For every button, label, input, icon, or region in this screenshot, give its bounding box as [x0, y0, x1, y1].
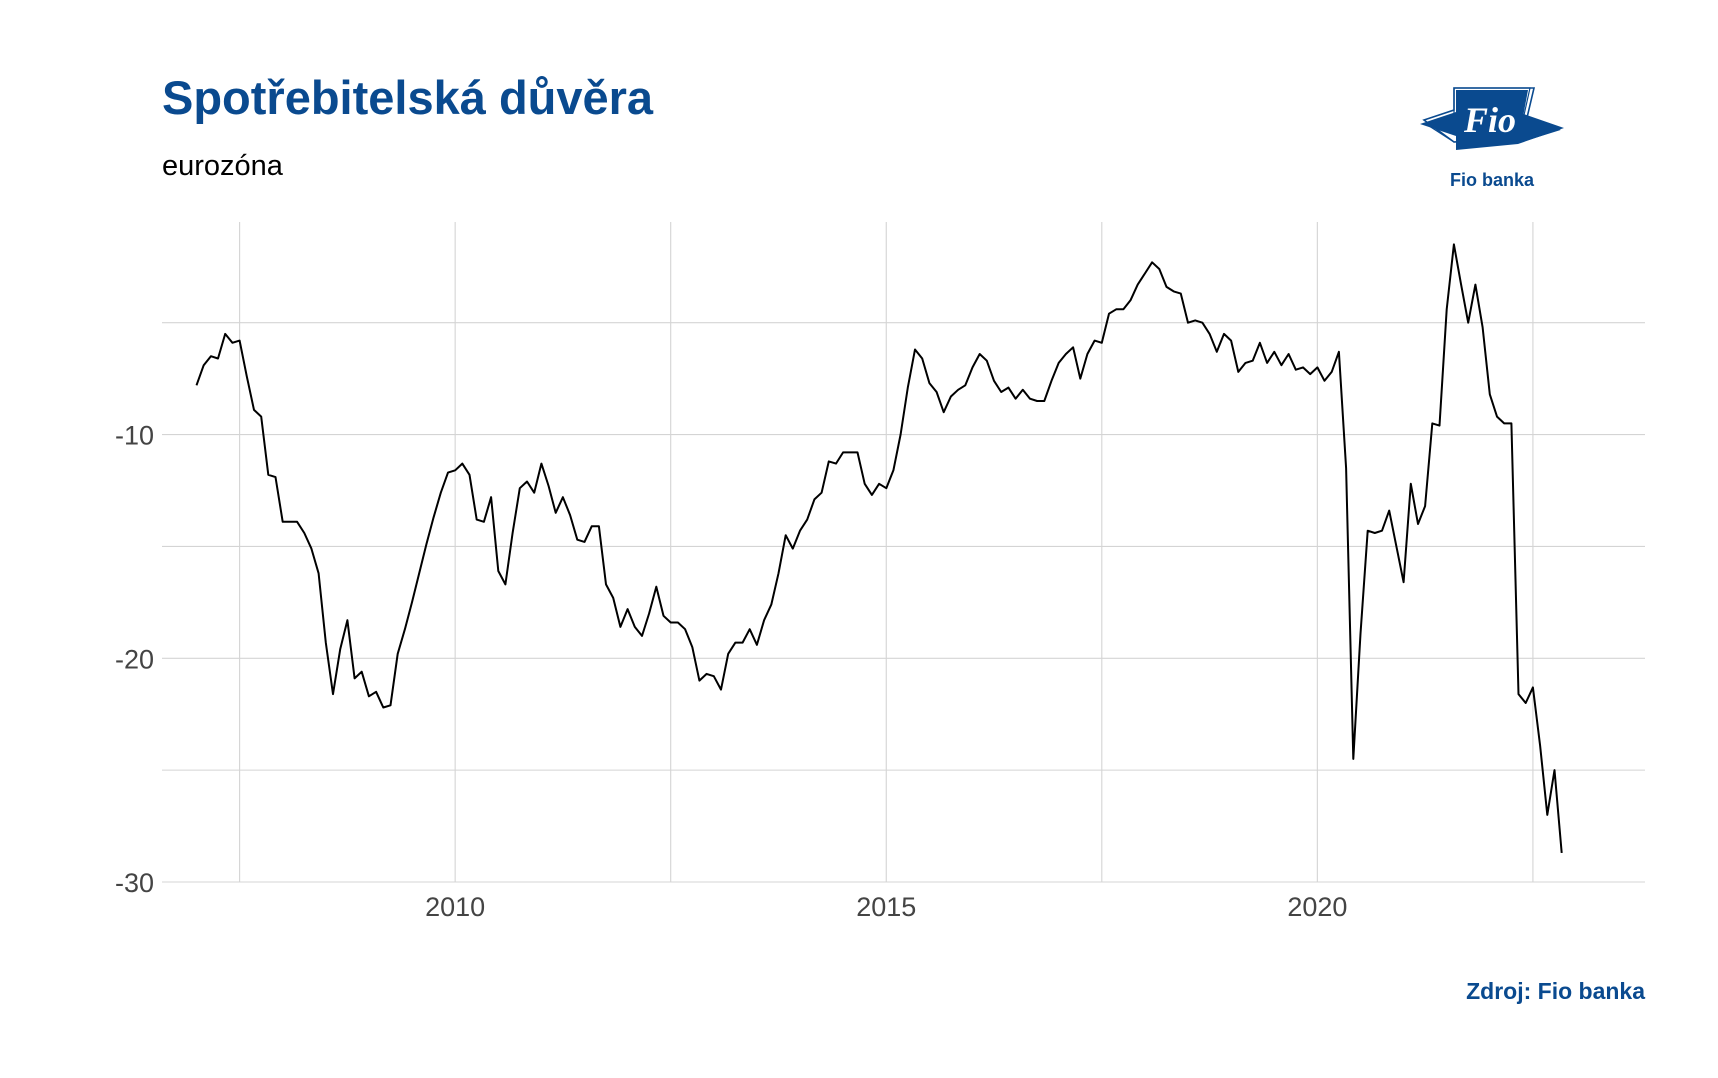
y-tick-label: -10: [115, 421, 154, 451]
logo-mark-text: Fio: [1463, 100, 1516, 140]
chart-subtitle: eurozóna: [162, 150, 283, 182]
fio-logo-icon: Fio: [1420, 87, 1564, 150]
source-note: Zdroj: Fio banka: [1466, 978, 1645, 1004]
series-line-0: [195, 243, 1563, 853]
logo-caption: Fio banka: [1449, 170, 1534, 190]
axis-tick-labels: -10 -20 -30 2010 2015 2020: [115, 421, 1347, 922]
x-tick-label: 2010: [425, 892, 485, 922]
x-tick-label: 2015: [856, 892, 916, 922]
x-tick-label: 2020: [1287, 892, 1347, 922]
y-tick-label: -30: [115, 868, 154, 898]
series-group: [195, 243, 1563, 853]
grid-lines: [162, 222, 1645, 883]
y-tick-label: -20: [115, 644, 154, 674]
chart-title: Spotřebitelská důvěra: [162, 71, 654, 124]
